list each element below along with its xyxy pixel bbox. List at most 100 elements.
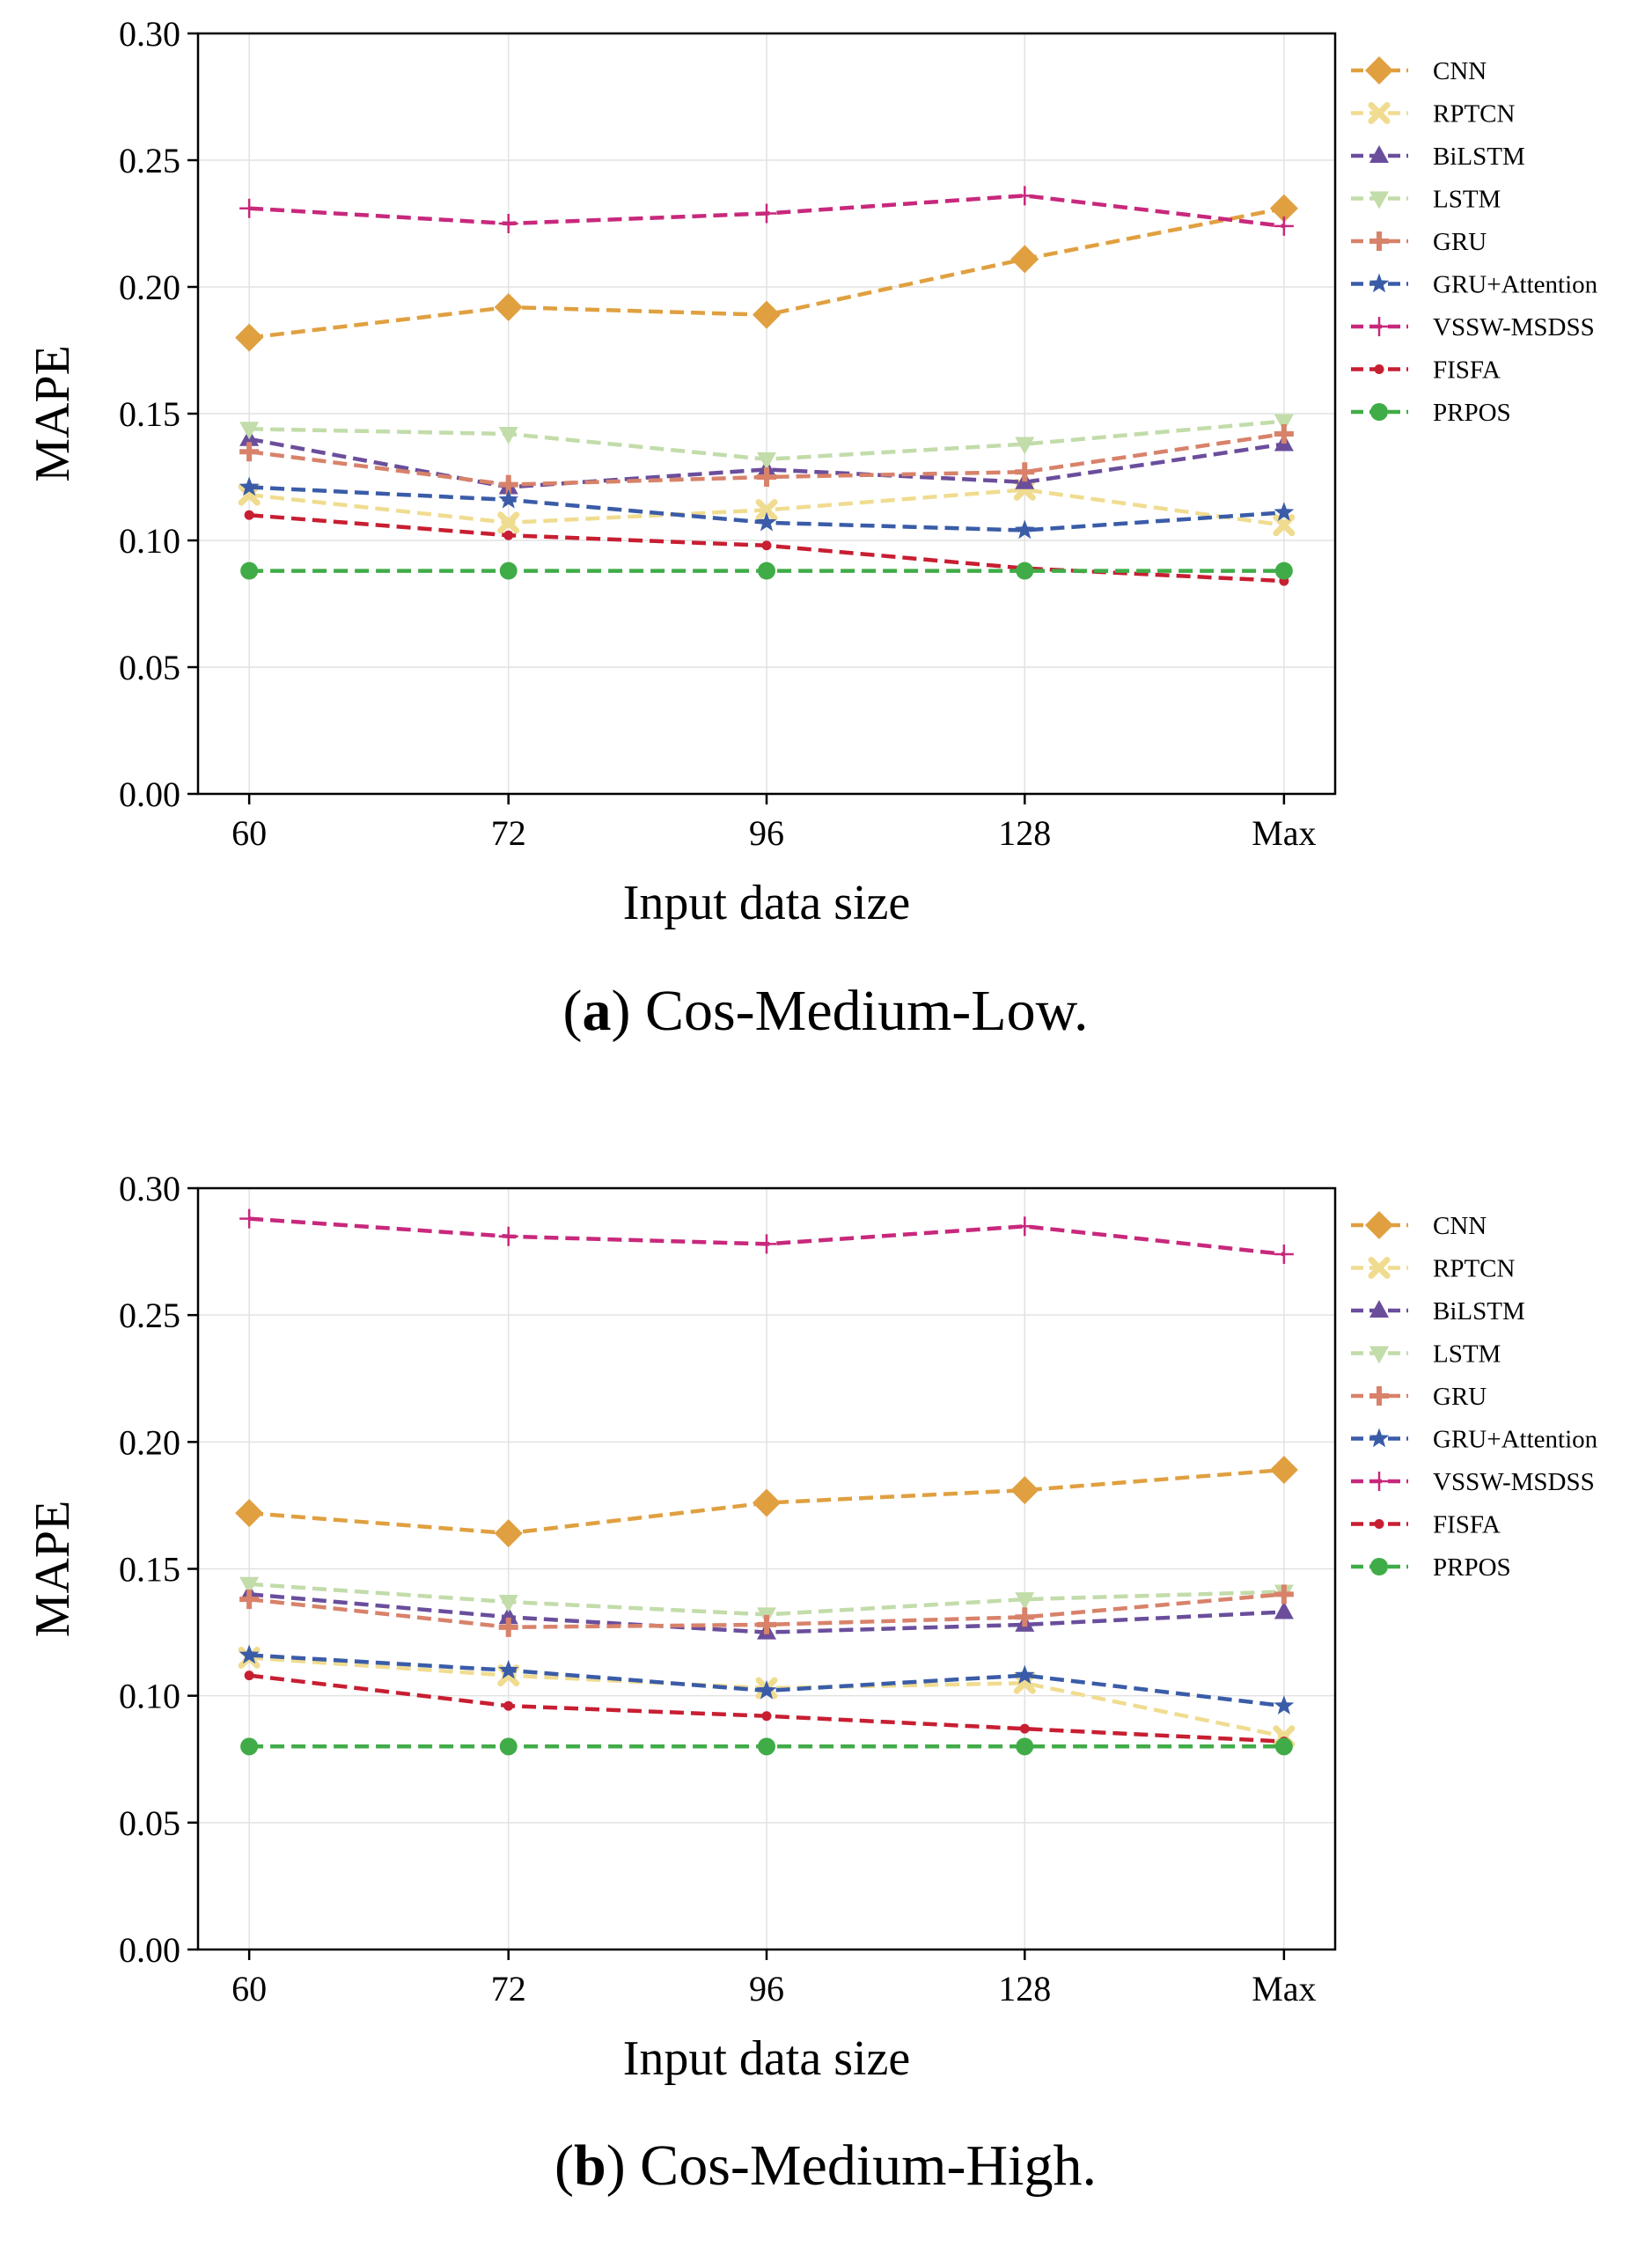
data-point	[1274, 1737, 1293, 1756]
data-point	[761, 1711, 772, 1722]
caption-paren-open: (	[563, 979, 583, 1043]
data-point	[757, 1614, 776, 1634]
y-tick-label: 0.30	[119, 14, 180, 54]
legend-marker	[1369, 1472, 1389, 1491]
x-tick-label: 60	[231, 1969, 267, 2008]
legend-item: FISFA	[1351, 356, 1501, 385]
data-point	[240, 562, 259, 580]
y-tick-label: 0.30	[119, 1169, 180, 1208]
data-point	[1274, 216, 1294, 236]
caption-text: ) Cos-Medium-Low.	[611, 979, 1088, 1043]
data-point	[1274, 502, 1295, 521]
legend-item: VSSW-MSDSS	[1351, 313, 1595, 341]
legend-marker	[1365, 56, 1393, 84]
series-prpos	[240, 562, 1293, 580]
legend-marker	[1369, 273, 1390, 293]
legend-item: CNN	[1351, 1211, 1487, 1240]
legend-label: GRU	[1433, 228, 1487, 256]
legend-item: FISFA	[1351, 1511, 1501, 1539]
legend-item: CNN	[1351, 56, 1487, 85]
legend: CNN RPTCN BiLSTM LSTM GRU GRU+Attention VSSW-M…	[1351, 1211, 1598, 1582]
legend-marker	[1369, 1300, 1389, 1318]
data-point	[498, 214, 518, 233]
data-point	[758, 1737, 775, 1756]
legend-marker	[1374, 364, 1384, 374]
legend-item: PRPOS	[1351, 1553, 1511, 1582]
data-point	[1019, 1723, 1030, 1734]
legend-label: RPTCN	[1433, 1255, 1516, 1283]
legend-label: GRU	[1433, 1383, 1487, 1411]
data-point	[244, 510, 254, 520]
series-lstm	[239, 414, 1294, 470]
y-tick-label: 0.00	[119, 775, 180, 814]
y-axis-label: MAPE	[26, 345, 80, 482]
x-tick-label: 96	[749, 1969, 784, 2008]
data-point	[1015, 1592, 1035, 1611]
legend-marker	[1369, 1428, 1390, 1448]
data-point	[498, 1606, 518, 1625]
data-point	[499, 562, 518, 580]
grid	[198, 33, 1335, 795]
y-tick-label: 0.00	[119, 1930, 180, 1970]
data-point	[239, 1576, 260, 1595]
x-axis-label: Input data size	[623, 876, 911, 930]
data-point	[1014, 1664, 1035, 1685]
data-point	[239, 442, 260, 462]
data-point	[1274, 1244, 1294, 1264]
data-point	[239, 476, 260, 496]
caption-letter: b	[574, 2133, 606, 2198]
data-point	[1010, 1476, 1039, 1505]
x-tick-label: 128	[998, 813, 1051, 853]
data-point	[1274, 424, 1294, 444]
caption-paren-open: (	[554, 2133, 574, 2198]
legend-marker	[1368, 102, 1391, 124]
caption-text: ) Cos-Medium-High.	[606, 2133, 1097, 2198]
legend-marker	[1370, 403, 1388, 421]
data-point	[235, 1499, 264, 1528]
data-point	[757, 1234, 776, 1254]
legend-label: LSTM	[1433, 186, 1501, 214]
y-tick-label: 0.15	[119, 1550, 180, 1590]
data-point	[755, 498, 778, 521]
data-point	[499, 1737, 518, 1756]
series-gru-attention	[239, 1644, 1295, 1715]
legend-item: VSSW-MSDSS	[1351, 1468, 1595, 1496]
y-axis-label: MAPE	[26, 1501, 80, 1638]
legend-label: BiLSTM	[1433, 1297, 1525, 1325]
data-point	[239, 1590, 260, 1610]
legend-item: GRU+Attention	[1351, 271, 1598, 299]
legend-item: GRU	[1351, 228, 1487, 256]
data-point	[1016, 1737, 1034, 1756]
data-point	[240, 1737, 259, 1756]
legend-item: LSTM	[1351, 1340, 1501, 1369]
data-point	[1015, 1216, 1035, 1237]
legend-marker	[1369, 231, 1389, 251]
legend-item: BiLSTM	[1351, 1297, 1525, 1325]
legend-label: FISFA	[1433, 1511, 1501, 1539]
legend-item: GRU	[1351, 1383, 1487, 1411]
figure-caption: (a) Cos-Medium-Low.	[563, 979, 1089, 1043]
legend-label: LSTM	[1433, 1340, 1501, 1369]
x-tick-label: 72	[491, 813, 526, 853]
data-point	[239, 422, 260, 440]
series-gru	[239, 1584, 1294, 1637]
data-point	[244, 1671, 254, 1681]
x-tick-label: 72	[491, 1969, 526, 2008]
data-point	[757, 203, 776, 224]
data-point	[1274, 1601, 1294, 1619]
series-prpos	[240, 1737, 1293, 1756]
figure-caption: (b) Cos-Medium-High.	[554, 2133, 1097, 2198]
data-point	[757, 452, 776, 470]
legend-label: GRU+Attention	[1433, 271, 1598, 299]
legend: CNN RPTCN BiLSTM LSTM GRU GRU+Attention VSSW-M…	[1351, 56, 1598, 427]
series-line	[248, 437, 1285, 489]
data-point	[753, 1488, 781, 1517]
legend-label: PRPOS	[1433, 399, 1511, 427]
data-point	[1016, 562, 1034, 580]
data-point	[498, 427, 518, 445]
series-gru-attention	[239, 476, 1295, 540]
data-point	[498, 488, 519, 509]
data-point	[758, 562, 775, 580]
series-vssw-msdss	[239, 186, 1294, 236]
y-tick-label: 0.20	[119, 268, 180, 307]
